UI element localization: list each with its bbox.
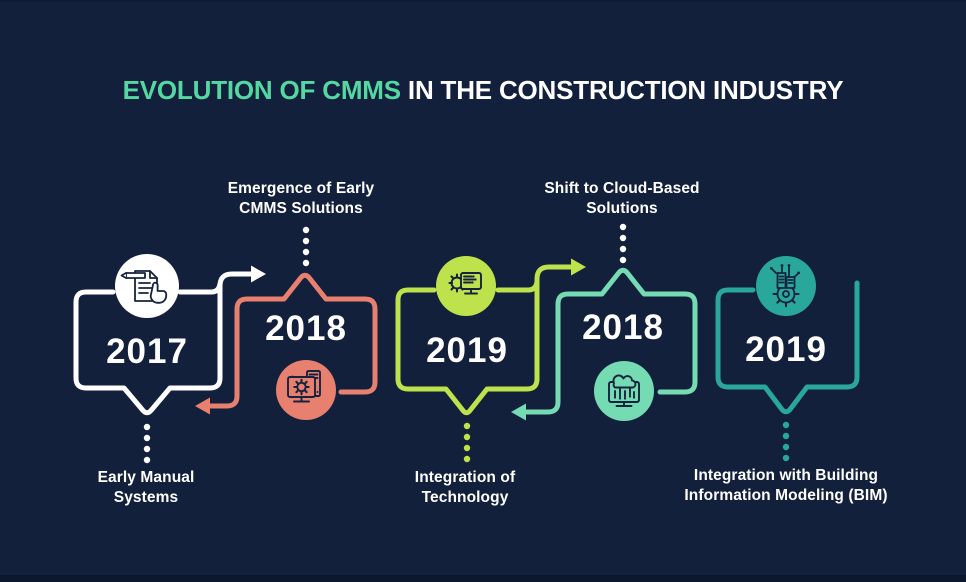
- dotted-connector: [302, 226, 310, 267]
- year-label-2017: 2017: [106, 332, 188, 371]
- node-label-integration-technology: Integration of Technology: [414, 469, 516, 506]
- timeline-node-1-bracket: [73, 271, 255, 416]
- dotted-connector: [619, 223, 627, 264]
- arrow-left-icon: [511, 403, 526, 421]
- dotted-connector: [463, 422, 471, 463]
- year-label-2018-a: 2018: [265, 309, 347, 348]
- arrow-right-icon: [251, 265, 266, 283]
- dotted-connector: [143, 423, 151, 464]
- page-title: EVOLUTION OF CMMS IN THE CONSTRUCTION IN…: [0, 75, 966, 106]
- timeline-node-3-bracket: [395, 264, 574, 416]
- node-label-early-manual-systems: Early Manual Systems: [97, 469, 195, 506]
- title-rest: IN THE CONSTRUCTION INDUSTRY: [400, 75, 844, 105]
- year-label-2019-a: 2019: [426, 331, 508, 370]
- dotted-connector: [782, 421, 790, 462]
- cloud-network-monitor-icon: [594, 361, 654, 421]
- timeline-node-4-bracket: [524, 267, 698, 415]
- timeline-node-2-bracket: [208, 272, 378, 409]
- bottom-frame-strip: [0, 575, 966, 582]
- title-highlight: EVOLUTION OF CMMS: [122, 75, 401, 105]
- year-label-2018-b: 2018: [582, 308, 664, 347]
- node-label-cloud-based-solutions: Shift to Cloud-Based Solutions: [544, 180, 700, 217]
- monitor-circuit-gear-icon: [436, 256, 496, 316]
- arrow-right-icon: [571, 258, 586, 276]
- document-checklist-hand-icon: [115, 254, 179, 318]
- node-label-bim-integration: Integration with Building Information Mo…: [684, 467, 888, 504]
- gear-building-circuit-icon: [756, 256, 816, 316]
- arrow-left-icon: [195, 397, 210, 415]
- timeline-node-5-bracket: [715, 280, 860, 415]
- node-label-emergence-early-cmms: Emergence of Early CMMS Solutions: [227, 180, 375, 217]
- year-label-2019-b: 2019: [745, 330, 827, 369]
- desktop-computer-gear-icon: [276, 360, 336, 420]
